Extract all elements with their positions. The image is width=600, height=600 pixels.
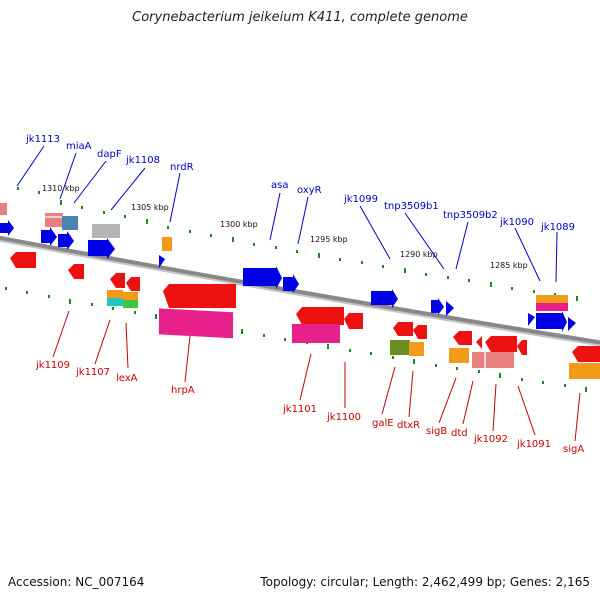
genome-backbone-line <box>0 235 600 345</box>
upper-gene-labels: jk1113 miaA dapF jk1108 nrdR asa oxyR jk… <box>25 134 575 233</box>
gene-label: sigA <box>563 444 584 455</box>
gene-label: asa <box>271 180 288 191</box>
gene-block <box>107 298 123 306</box>
gene-block <box>92 224 120 238</box>
gene-label: jk1108 <box>125 155 160 166</box>
gene-arrow <box>371 289 398 308</box>
gene-arrow <box>446 301 454 316</box>
gene-label: jk1107 <box>75 367 110 378</box>
map-title: Corynebacterium jeikeium K411, complete … <box>132 10 468 25</box>
gene-arrow <box>393 322 413 336</box>
gene-stripe <box>484 352 486 368</box>
gene-arrow <box>126 277 140 291</box>
gene-label: jk1113 <box>25 134 60 145</box>
gene-label: dtd <box>451 428 468 439</box>
scale-label: 1295 kbp <box>310 235 348 244</box>
gene-block <box>409 342 424 356</box>
gene-label: tnp3509b1 <box>384 201 439 212</box>
accession-text: Accession: NC_007164 <box>8 575 145 589</box>
gene-arrow <box>88 238 115 259</box>
gene-stripe <box>45 216 63 218</box>
gene-arrow <box>528 313 535 326</box>
gene-label: dapF <box>97 149 122 160</box>
scale-label: 1310 kbp <box>42 184 80 193</box>
gene-arrow <box>41 227 57 246</box>
gene-block <box>162 237 172 251</box>
scale-label: 1290 kbp <box>400 250 438 259</box>
scale-label: 1305 kbp <box>131 203 169 212</box>
upper-scale-ticks <box>17 187 578 301</box>
gene-block <box>45 213 63 227</box>
gene-block <box>472 352 514 368</box>
gene-label: dtxR <box>397 420 420 431</box>
gene-block <box>62 216 78 230</box>
gene-block <box>107 290 123 298</box>
upper-gene-features <box>0 203 576 332</box>
scale-label: 1285 kbp <box>490 261 528 270</box>
lower-gene-labels: jk1109 jk1107 lexA hrpA jk1101 jk1100 ga… <box>35 360 584 455</box>
gene-arrow <box>344 313 363 329</box>
gene-label: lexA <box>116 373 138 384</box>
gene-block <box>292 324 340 343</box>
gene-label: jk1100 <box>326 412 361 423</box>
gene-arrow <box>68 264 84 279</box>
gene-arrow <box>413 325 427 339</box>
gene-arrow <box>296 307 344 325</box>
gene-label: jk1091 <box>516 439 551 450</box>
gene-label: jk1089 <box>540 222 575 233</box>
gene-block <box>159 308 233 339</box>
lower-leader-lines <box>52 310 581 442</box>
gene-block <box>536 303 568 311</box>
gene-label: jk1101 <box>282 404 317 415</box>
gene-arrow <box>58 231 74 250</box>
scale-label: 1300 kbp <box>220 220 258 229</box>
gene-arrow <box>568 317 576 331</box>
gene-label: nrdR <box>170 162 194 173</box>
gene-arrow <box>485 336 517 352</box>
gene-label: jk1099 <box>343 194 378 205</box>
gene-label: oxyR <box>297 185 322 196</box>
gene-arrow <box>110 273 125 288</box>
gene-arrow <box>536 311 567 332</box>
gene-label: jk1090 <box>499 217 534 228</box>
gene-arrow <box>243 266 282 289</box>
gene-arrow <box>283 274 299 293</box>
gene-label: jk1109 <box>35 360 70 371</box>
gene-arrow <box>163 284 236 308</box>
gene-label: hrpA <box>171 385 195 396</box>
gene-arrow <box>517 340 527 355</box>
gene-block <box>390 340 410 355</box>
gene-label: sigB <box>426 426 447 437</box>
gene-label: miaA <box>66 141 92 152</box>
gene-block <box>0 203 7 215</box>
gene-arrow <box>159 255 165 268</box>
gene-block <box>569 363 600 379</box>
gene-arrow <box>431 298 444 315</box>
gene-label: jk1092 <box>473 434 508 445</box>
scale-labels: 1310 kbp 1305 kbp 1300 kbp 1295 kbp 1290… <box>42 184 528 270</box>
gene-arrow <box>572 346 600 362</box>
lower-gene-features <box>10 252 600 379</box>
gene-arrow <box>476 336 482 349</box>
gene-block <box>123 300 138 308</box>
gene-label: galE <box>372 418 394 429</box>
genome-summary-text: Topology: circular; Length: 2,462,499 bp… <box>260 575 590 589</box>
gene-arrow <box>10 252 36 268</box>
gene-block <box>449 348 469 363</box>
gene-block <box>536 295 568 303</box>
upper-leader-lines <box>16 145 558 283</box>
gene-label: tnp3509b2 <box>443 210 498 221</box>
gene-arrow <box>0 220 14 236</box>
gene-block <box>123 292 138 300</box>
gene-arrow <box>453 331 472 345</box>
